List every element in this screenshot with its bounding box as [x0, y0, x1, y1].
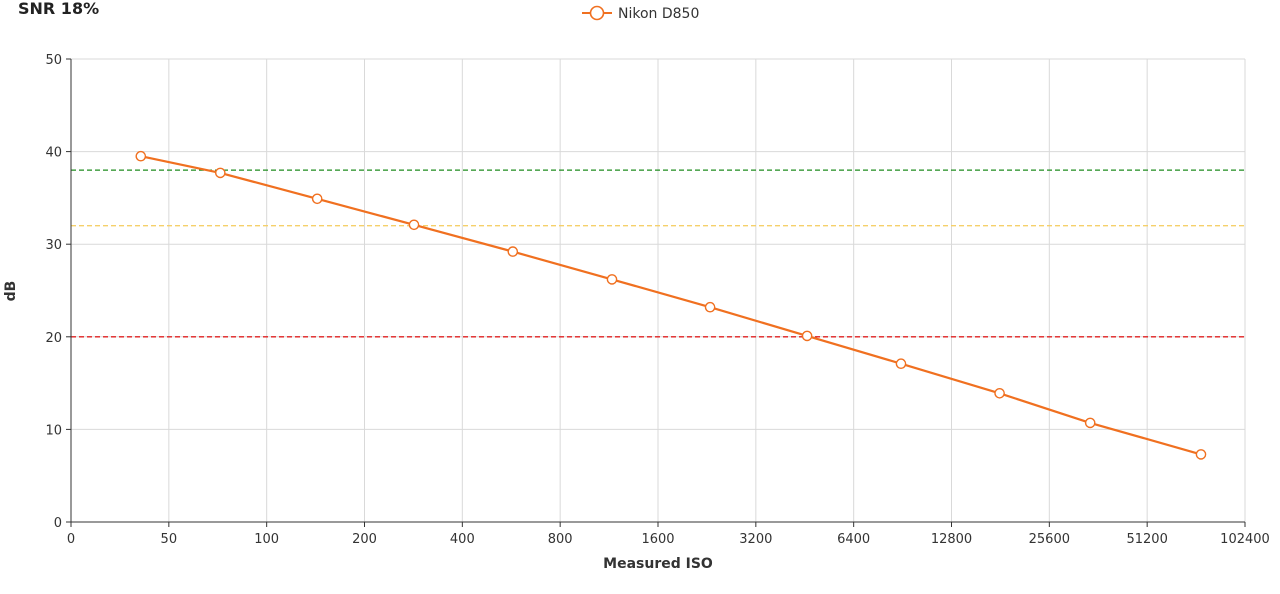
data-point: [994, 387, 1005, 399]
series-line: [140, 155, 1202, 456]
data-series: [135, 150, 1207, 460]
data-point: [507, 246, 519, 257]
y-tick-label: 50: [45, 53, 62, 68]
data-point: [135, 150, 147, 162]
y-tick-labels: 0 10 20 30 40 50: [45, 53, 71, 531]
x-tick-label: 800: [548, 532, 573, 547]
y-tick-label: 20: [45, 331, 62, 346]
chart-title: SNR 18%: [18, 0, 99, 18]
x-tick-labels: 0 50 100 200 400 800 1600 3200 6400 12800 25600 512…: [67, 522, 1270, 547]
x-tick-label: 12800: [931, 532, 972, 547]
x-tick-label: 6400: [837, 532, 870, 547]
data-point: [895, 358, 907, 370]
data-point: [1084, 417, 1096, 429]
data-point: [606, 274, 618, 285]
x-tick-label: 3200: [739, 532, 772, 547]
data-point: [214, 167, 226, 179]
x-tick-label: 100: [254, 532, 279, 547]
legend[interactable]: Nikon D850: [582, 5, 699, 22]
x-tick-label: 50: [161, 532, 178, 547]
x-tick-label: 51200: [1126, 532, 1167, 547]
reference-lines: [71, 169, 1245, 338]
y-tick-label: 30: [45, 238, 62, 253]
data-point: [311, 193, 323, 205]
x-tick-label: 25600: [1029, 532, 1070, 547]
data-point: [801, 330, 813, 342]
x-tick-label: 1600: [641, 532, 674, 547]
y-tick-label: 40: [45, 146, 62, 161]
x-axis-title: Measured ISO: [603, 556, 713, 572]
legend-circle-marker: [589, 5, 605, 21]
y-axis-title: dB: [3, 281, 19, 302]
data-point: [1195, 449, 1207, 460]
data-point: [408, 219, 420, 231]
grid-lines: [71, 58, 1246, 522]
x-tick-label: 400: [450, 532, 475, 547]
x-tick-label: 0: [67, 532, 75, 547]
y-tick-label: 10: [45, 423, 62, 438]
x-tick-label: 200: [352, 532, 377, 547]
x-tick-label: 102400: [1220, 532, 1270, 547]
data-point: [704, 301, 716, 313]
legend-label: Nikon D850: [618, 6, 699, 22]
y-tick-label: 0: [54, 516, 62, 531]
